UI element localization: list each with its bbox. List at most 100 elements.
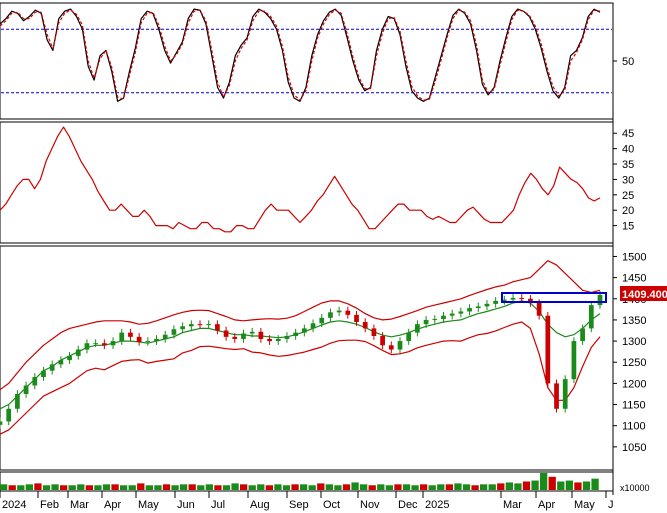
volume-bar xyxy=(240,484,248,490)
volume-bar xyxy=(462,484,471,490)
volume-bar xyxy=(394,484,402,490)
volume-panel xyxy=(0,473,599,490)
candle-body xyxy=(258,331,264,339)
volume-bar xyxy=(548,476,556,490)
candle-body xyxy=(188,324,194,327)
volume-bar xyxy=(25,484,33,490)
candle-body xyxy=(215,324,220,331)
candle-body xyxy=(493,300,499,304)
moving-average-line xyxy=(0,300,601,410)
volume-bar xyxy=(8,485,16,490)
candle-body xyxy=(475,306,481,309)
candle-body xyxy=(415,324,420,333)
bollinger-upper-band xyxy=(0,260,601,391)
candle-body xyxy=(93,343,99,345)
volume-bar xyxy=(42,485,51,490)
candle-body xyxy=(536,303,542,316)
candle-body xyxy=(301,328,307,333)
volume-bar xyxy=(180,484,188,490)
volume-bar xyxy=(454,483,462,490)
candle-body xyxy=(484,303,490,307)
volume-bar xyxy=(300,484,308,490)
price-tick-label: 1300 xyxy=(622,336,646,348)
candle-body xyxy=(67,355,72,361)
volume-bar xyxy=(34,483,42,490)
volume-bar xyxy=(540,473,548,490)
candle-body xyxy=(554,383,559,409)
volume-bar xyxy=(342,484,351,490)
candle-body xyxy=(128,332,133,337)
last-price-tag: 1409.400 xyxy=(620,286,667,301)
candle-body xyxy=(319,317,325,324)
candle-body xyxy=(336,310,342,313)
price-tick-label: 1100 xyxy=(622,421,646,433)
volume-bar xyxy=(480,484,488,490)
candle-body xyxy=(406,332,412,342)
volume-bar xyxy=(497,483,505,490)
candle-body xyxy=(580,328,585,342)
volume-bar xyxy=(317,483,325,490)
volume-bar xyxy=(102,484,111,490)
candle-body xyxy=(75,349,81,356)
volume-bar xyxy=(377,484,385,490)
candle-body xyxy=(293,332,299,336)
candle-body xyxy=(101,343,107,346)
volume-bar xyxy=(437,484,445,490)
month-label: Jul xyxy=(211,499,225,511)
adx-line xyxy=(0,126,601,233)
volume-bar xyxy=(291,484,299,490)
adx-tick-label: 30 xyxy=(622,174,634,186)
price-tick-label: 1200 xyxy=(622,378,646,390)
last-price-label: 1409.400 xyxy=(622,289,667,301)
candle-body xyxy=(206,324,212,326)
candle-body xyxy=(328,312,333,318)
candle-body xyxy=(528,298,533,303)
candle-body xyxy=(275,338,281,342)
resistance-highlight-box xyxy=(501,292,607,303)
candle-body xyxy=(49,364,55,371)
adx-tick-label: 35 xyxy=(622,159,634,171)
candle-body xyxy=(15,393,20,409)
month-label: May xyxy=(574,499,595,511)
volume-bar xyxy=(154,485,162,490)
candle-body xyxy=(467,308,472,312)
volume-bar xyxy=(17,485,25,490)
candle-body xyxy=(58,360,64,365)
stochastic-panel: 50 xyxy=(0,8,634,102)
candle-body xyxy=(162,334,168,339)
candle-body xyxy=(84,343,90,350)
candle-body xyxy=(6,408,12,422)
candle-body xyxy=(284,336,290,339)
volume-bar xyxy=(77,484,85,490)
volume-bar xyxy=(445,484,453,490)
volume-bar xyxy=(0,484,8,490)
candle-body xyxy=(41,370,46,378)
adx-tick-label: 40 xyxy=(622,144,634,156)
candle-body xyxy=(232,336,238,339)
candle-body xyxy=(571,341,577,380)
candle-body xyxy=(388,345,394,350)
price-tick-label: 1250 xyxy=(622,357,646,369)
month-label: Feb xyxy=(40,499,59,511)
last-price-tag-bg xyxy=(620,286,667,301)
highlight-layer xyxy=(501,292,607,303)
volume-bar xyxy=(162,484,171,490)
candle-body xyxy=(380,336,385,346)
volume-bar xyxy=(111,484,119,490)
volume-bar xyxy=(334,485,342,490)
volume-bar xyxy=(428,485,436,490)
volume-bar xyxy=(591,478,599,490)
candle-body xyxy=(432,319,438,321)
month-label: Dec xyxy=(398,499,418,511)
volume-bar xyxy=(368,485,376,490)
volume-bar xyxy=(257,484,265,490)
price-tick-label: 1350 xyxy=(622,315,646,327)
candle-body xyxy=(545,315,551,384)
volume-bar xyxy=(531,480,539,490)
volume-bar xyxy=(51,484,59,490)
candle-body xyxy=(397,341,403,350)
month-label: Aug xyxy=(250,499,270,511)
candle-body xyxy=(0,421,3,425)
stoch-d-line xyxy=(0,9,601,101)
candle-body xyxy=(23,385,29,394)
